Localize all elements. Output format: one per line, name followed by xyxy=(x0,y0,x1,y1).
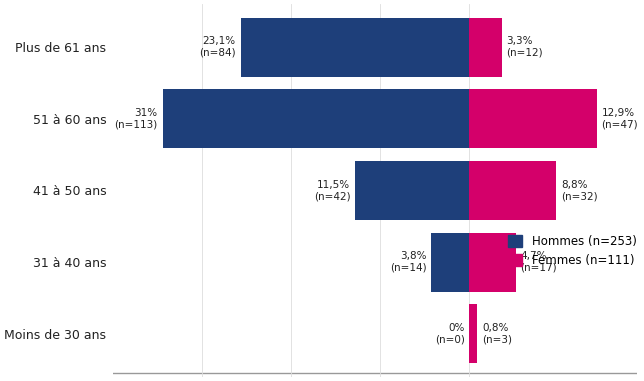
Text: 0%
(n=0): 0% (n=0) xyxy=(435,323,465,345)
Legend: Hommes (n=253), Femmes (n=111): Hommes (n=253), Femmes (n=111) xyxy=(508,235,636,267)
Bar xyxy=(431,233,469,291)
Bar xyxy=(355,161,469,220)
Text: 3,8%
(n=14): 3,8% (n=14) xyxy=(390,251,426,273)
Bar xyxy=(469,18,502,77)
Bar xyxy=(241,18,469,77)
Text: 12,9%
(n=47): 12,9% (n=47) xyxy=(601,108,638,130)
Bar xyxy=(469,233,515,291)
Bar xyxy=(469,161,556,220)
Text: 4,7%
(n=17): 4,7% (n=17) xyxy=(520,251,557,273)
Text: 0,8%
(n=3): 0,8% (n=3) xyxy=(482,323,512,345)
Text: 3,3%
(n=12): 3,3% (n=12) xyxy=(507,36,544,58)
Bar xyxy=(162,90,469,148)
Bar xyxy=(469,304,477,363)
Text: 23,1%
(n=84): 23,1% (n=84) xyxy=(199,36,236,58)
Text: 31%
(n=113): 31% (n=113) xyxy=(115,108,158,130)
Text: 11,5%
(n=42): 11,5% (n=42) xyxy=(314,180,350,201)
Text: 8,8%
(n=32): 8,8% (n=32) xyxy=(561,180,598,201)
Bar xyxy=(469,90,596,148)
